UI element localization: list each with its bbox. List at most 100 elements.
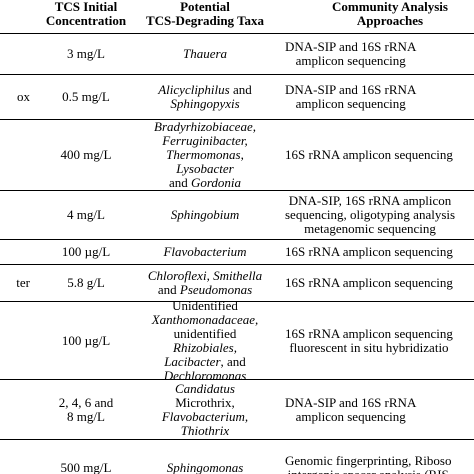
- cell-text: 4 mg/L: [67, 207, 105, 222]
- cell-taxa: Candidatus Microthrix, Flavobacterium, Thi…: [145, 380, 265, 439]
- cell-approach: DNA-SIP and 16S rRNA amplicon sequencing: [285, 380, 474, 439]
- cell-concentration: 4 mg/L: [27, 191, 145, 239]
- cell-taxa: Unidentified Xanthomonadaceae, unidentifie…: [145, 298, 265, 382]
- taxon-name: Alicycliphilus: [158, 82, 230, 97]
- cell-text: 8 mg/L: [67, 408, 105, 424]
- header-concentration-line: Concentration: [45, 13, 127, 28]
- cell-concentration: 500 mg/L: [27, 440, 145, 474]
- taxa-conjunction: Microthrix,: [175, 394, 235, 410]
- taxa-line: Thauera: [183, 47, 227, 61]
- taxon-name: Flavobacterium,: [161, 408, 249, 424]
- taxa-conjunction: , and: [220, 353, 246, 369]
- row-divider: [0, 301, 474, 302]
- table-row: 4 mg/L Sphingobium DNA-SIP, 16S rRNA ampli…: [0, 191, 474, 239]
- cell-text: 100 µg/L: [61, 332, 111, 348]
- cell-text: amplicon sequencing: [295, 53, 406, 68]
- taxa-conjunction: and: [168, 175, 191, 190]
- cell-matrix: ter: [0, 265, 30, 301]
- cell-matrix: ox: [0, 75, 30, 119]
- cell-concentration: 3 mg/L: [27, 34, 145, 74]
- taxa-line: Flavobacterium: [163, 245, 246, 259]
- cell-text: intergenic spacer analysis (RIS: [287, 466, 449, 474]
- cell-taxa: Sphingomonas: [145, 440, 265, 474]
- taxa-line: Thiothrix: [145, 422, 265, 438]
- taxon-name: Dechloromonas: [163, 367, 247, 383]
- taxa-line: Ferruginibacter,: [145, 134, 265, 148]
- cell-approach: 16S rRNA amplicon sequencing fluorescent …: [285, 302, 474, 379]
- row-divider: [0, 439, 474, 440]
- taxa-conjunction: unidentified: [173, 325, 237, 341]
- cell-approach: DNA-SIP and 16S rRNA amplicon sequencing: [285, 34, 474, 74]
- taxon-name: Thiothrix: [180, 422, 230, 438]
- taxa-line: unidentified Rhizobiales,: [145, 325, 265, 355]
- row-divider: [0, 379, 474, 380]
- taxa-line: Xanthomonadaceae,: [145, 311, 265, 327]
- table-header: TCS Initial Concentration Potential TCS-…: [0, 0, 474, 30]
- cell-concentration: 2, 4, 6 and 8 mg/L: [27, 380, 145, 439]
- cell-approach: 16S rRNA amplicon sequencing: [285, 120, 474, 190]
- taxa-line: Sphingobium: [171, 208, 240, 222]
- cell-text: metagenomic sequencing: [304, 221, 436, 236]
- cell-taxa: Flavobacterium: [145, 240, 265, 264]
- taxa-line: Alicycliphilus and: [158, 83, 252, 97]
- cell-concentration: 100 µg/L: [27, 240, 145, 264]
- cell-concentration: 100 µg/L: [27, 302, 145, 379]
- taxon-name: Bradyrhizobiaceae,: [154, 119, 256, 134]
- cell-matrix: [0, 240, 30, 264]
- header-approaches-line: Approaches: [356, 13, 424, 28]
- taxon-name: Sphingopyxis: [170, 96, 240, 111]
- taxa-line: Thermomonas, Lysobacter: [145, 148, 265, 176]
- taxon-name: Sphingobium: [170, 207, 240, 222]
- table-row: ox 0.5 mg/L Alicycliphilus and Sphingopyxis…: [0, 75, 474, 119]
- cell-concentration: 5.8 g/L: [27, 265, 145, 301]
- cell-approach: DNA-SIP, 16S rRNA amplicon sequencing, ol…: [285, 191, 474, 239]
- cell-matrix: [0, 34, 30, 74]
- taxon-name: Chloroflexi, Smithella: [147, 268, 263, 283]
- cell-text: 16S rRNA amplicon sequencing: [285, 244, 453, 259]
- cell-approach: Genomic fingerprinting, Riboso intergenic…: [285, 440, 474, 474]
- table-row: 3 mg/L Thauera DNA-SIP and 16S rRNA amplico…: [0, 34, 474, 74]
- cell-text: 16S rRNA amplicon sequencing: [285, 147, 453, 162]
- taxon-name: Pseudomonas: [179, 282, 253, 297]
- table-row: 2, 4, 6 and 8 mg/L Candidatus Microthrix, F…: [0, 380, 474, 439]
- cell-text: 16S rRNA amplicon sequencing: [285, 275, 453, 290]
- taxon-name: Xanthomonadaceae,: [151, 311, 259, 327]
- taxon-name: Rhizobiales,: [173, 339, 237, 355]
- taxon-name: Flavobacterium: [163, 244, 247, 259]
- cell-text: fluorescent in situ hybridizatio: [289, 339, 449, 355]
- header-approaches: Community Analysis Approaches: [280, 0, 474, 28]
- row-divider: [0, 190, 474, 191]
- taxa-line: Sphingomonas: [166, 459, 244, 474]
- taxa-conjunction: Unidentified: [172, 297, 238, 313]
- cell-text: 2, 4, 6 and: [58, 394, 114, 410]
- cell-text: ox: [17, 89, 30, 104]
- taxa-line: Flavobacterium,: [145, 408, 265, 424]
- taxa-line: Sphingopyxis: [158, 97, 252, 111]
- cell-matrix: [0, 191, 30, 239]
- taxa-line: and Pseudomonas: [148, 283, 262, 297]
- cell-text: 3 mg/L: [67, 46, 105, 61]
- cell-text: DNA-SIP, 16S rRNA amplicon: [288, 193, 452, 208]
- taxa-conjunction: and: [229, 82, 252, 97]
- cell-text: DNA-SIP and 16S rRNA: [285, 82, 417, 97]
- taxon-name: Sphingomonas: [166, 459, 244, 474]
- cell-text: amplicon sequencing: [295, 408, 406, 424]
- header-concentration: TCS Initial Concentration: [27, 0, 145, 28]
- cell-concentration: 400 mg/L: [27, 120, 145, 190]
- header-taxa-line: TCS-Degrading Taxa: [145, 13, 265, 28]
- cell-taxa: Thauera: [145, 34, 265, 74]
- cell-taxa: Bradyrhizobiaceae, Ferruginibacter, Thermo…: [145, 120, 265, 190]
- table-row: 100 µg/L Unidentified Xanthomonadaceae, uni…: [0, 298, 474, 382]
- row-divider: [0, 239, 474, 240]
- row-divider: [0, 74, 474, 75]
- cell-text: sequencing, oligotyping analysis: [285, 207, 456, 222]
- cell-taxa: Alicycliphilus and Sphingopyxis: [145, 75, 265, 119]
- cell-text: DNA-SIP and 16S rRNA: [285, 394, 417, 410]
- table-row: 100 µg/L Flavobacterium 16S rRNA amplicon …: [0, 240, 474, 264]
- taxon-name: Ferruginibacter,: [162, 133, 248, 148]
- cell-matrix: [0, 120, 30, 190]
- table-row: ter 5.8 g/L Chloroflexi, Smithella and Pseu…: [0, 265, 474, 301]
- cell-matrix: [0, 440, 30, 474]
- cell-approach: DNA-SIP and 16S rRNA amplicon sequencing: [285, 75, 474, 119]
